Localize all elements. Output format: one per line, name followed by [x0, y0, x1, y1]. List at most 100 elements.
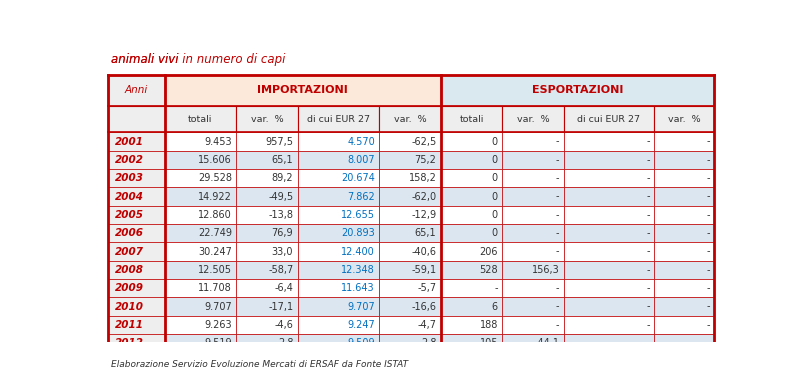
Text: -: - — [707, 210, 710, 220]
Bar — [379, 151, 441, 169]
Text: 2005: 2005 — [115, 210, 144, 220]
Text: 20.893: 20.893 — [341, 228, 375, 238]
Bar — [379, 279, 441, 297]
Text: 2011: 2011 — [115, 320, 144, 330]
Bar — [441, 297, 502, 316]
Text: totali: totali — [460, 114, 484, 124]
Text: -62,5: -62,5 — [411, 137, 436, 147]
Bar — [564, 297, 654, 316]
Text: 9.519: 9.519 — [205, 338, 232, 348]
Text: 9.707: 9.707 — [347, 301, 375, 311]
Text: -: - — [646, 173, 650, 183]
Bar — [164, 224, 236, 242]
Bar — [654, 316, 715, 334]
Bar — [164, 206, 236, 224]
Bar — [441, 242, 502, 261]
Bar — [441, 75, 715, 106]
Text: 2006: 2006 — [115, 228, 144, 238]
Bar — [164, 169, 236, 187]
Text: -: - — [646, 247, 650, 257]
Text: 0: 0 — [492, 173, 498, 183]
Bar — [107, 261, 164, 279]
Text: 528: 528 — [480, 265, 498, 275]
Text: animali vivi in numero di capi: animali vivi in numero di capi — [111, 53, 286, 66]
Text: 75,2: 75,2 — [415, 155, 436, 165]
Bar — [236, 169, 298, 187]
Text: 2008: 2008 — [115, 265, 144, 275]
Bar — [564, 169, 654, 187]
Text: -62,0: -62,0 — [411, 192, 436, 202]
Bar — [298, 169, 379, 187]
Bar — [107, 151, 164, 169]
Text: 12.400: 12.400 — [341, 247, 375, 257]
Text: 12.348: 12.348 — [341, 265, 375, 275]
Text: 6: 6 — [492, 301, 498, 311]
Text: 20.674: 20.674 — [341, 173, 375, 183]
Bar — [164, 316, 236, 334]
Bar — [164, 279, 236, 297]
Text: -: - — [707, 320, 710, 330]
Bar — [502, 206, 564, 224]
Bar — [236, 206, 298, 224]
Text: 2004: 2004 — [115, 192, 144, 202]
Bar — [502, 106, 564, 132]
Text: var.  %: var. % — [516, 114, 549, 124]
Bar — [441, 224, 502, 242]
Bar — [298, 297, 379, 316]
Bar — [564, 206, 654, 224]
Text: 206: 206 — [480, 247, 498, 257]
Bar — [654, 169, 715, 187]
Bar — [564, 106, 654, 132]
Text: var.  %: var. % — [394, 114, 427, 124]
Text: IMPORTAZIONI: IMPORTAZIONI — [257, 85, 348, 95]
Bar — [379, 242, 441, 261]
Text: animali vivi: animali vivi — [111, 53, 182, 66]
Bar — [298, 279, 379, 297]
Bar — [654, 279, 715, 297]
Text: -: - — [707, 247, 710, 257]
Bar — [164, 334, 236, 353]
Text: Elaborazione Servizio Evoluzione Mercati di ERSAF da Fonte ISTAT: Elaborazione Servizio Evoluzione Mercati… — [111, 360, 408, 369]
Text: -: - — [556, 192, 560, 202]
Bar — [654, 206, 715, 224]
Bar — [298, 224, 379, 242]
Bar — [236, 334, 298, 353]
Text: -: - — [556, 283, 560, 293]
Bar — [107, 316, 164, 334]
Text: 29.528: 29.528 — [198, 173, 232, 183]
Text: -4,6: -4,6 — [274, 320, 294, 330]
Text: -: - — [646, 320, 650, 330]
Text: totali: totali — [188, 114, 213, 124]
Bar — [441, 279, 502, 297]
Bar — [164, 106, 236, 132]
Text: 9.247: 9.247 — [347, 320, 375, 330]
Text: 12.860: 12.860 — [198, 210, 232, 220]
Bar — [164, 297, 236, 316]
Text: 2,8: 2,8 — [277, 338, 294, 348]
Text: 65,1: 65,1 — [272, 155, 294, 165]
Bar — [441, 187, 502, 206]
Text: ESPORTAZIONI: ESPORTAZIONI — [532, 85, 623, 95]
Bar — [298, 261, 379, 279]
Bar — [379, 106, 441, 132]
Bar — [236, 187, 298, 206]
Text: 2010: 2010 — [115, 301, 144, 311]
Bar — [379, 132, 441, 151]
Text: 2003: 2003 — [115, 173, 144, 183]
Text: 9.707: 9.707 — [204, 301, 232, 311]
Text: -: - — [646, 301, 650, 311]
Text: -: - — [556, 137, 560, 147]
Bar — [107, 279, 164, 297]
Text: 2007: 2007 — [115, 247, 144, 257]
Bar — [164, 75, 441, 106]
Text: -6,4: -6,4 — [274, 283, 294, 293]
Text: 2,8: 2,8 — [421, 338, 436, 348]
Bar — [236, 242, 298, 261]
Text: -: - — [707, 301, 710, 311]
Text: 2001: 2001 — [115, 137, 144, 147]
Bar — [379, 334, 441, 353]
Bar — [107, 132, 164, 151]
Text: -: - — [707, 228, 710, 238]
Bar — [564, 132, 654, 151]
Bar — [298, 242, 379, 261]
